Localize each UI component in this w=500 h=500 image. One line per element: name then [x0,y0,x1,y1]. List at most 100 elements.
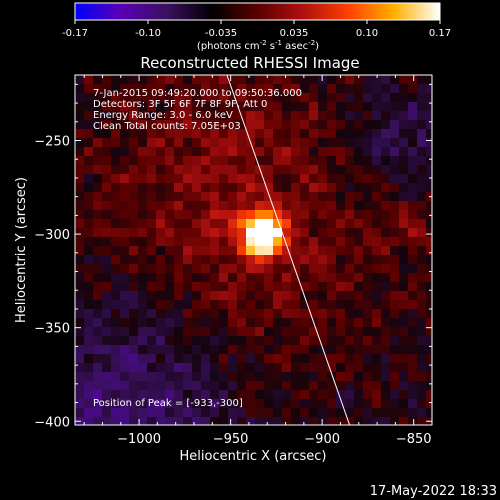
heatmap-cell [345,165,355,175]
heatmap-cell [426,309,432,319]
heatmap-cell [381,291,391,301]
heatmap-cell [390,201,400,211]
heatmap-cell [84,174,94,184]
heatmap-cell [282,264,292,274]
heatmap-cell [192,246,202,256]
heatmap-cell [399,237,409,247]
heatmap-cell [390,120,400,130]
heatmap-cell [417,381,427,391]
heatmap-cell [273,390,283,400]
heatmap-cell [129,156,139,166]
heatmap-cell [93,192,103,202]
heatmap-cell [93,183,103,193]
heatmap-cell [336,129,346,139]
heatmap-cell [300,147,310,157]
heatmap-cell [408,372,418,382]
heatmap-cell [291,318,301,328]
heatmap-cell [255,345,265,355]
heatmap-cell [417,282,427,292]
heatmap-cell [264,417,274,425]
heatmap-cell [192,192,202,202]
heatmap-cell [291,156,301,166]
heatmap-cell [93,408,103,418]
heatmap-cell [201,363,211,373]
heatmap-cell [291,201,301,211]
heatmap-cell [354,138,364,148]
heatmap-cell [363,228,373,238]
heatmap-cell [237,183,247,193]
heatmap-cell [138,102,148,112]
heatmap-cell [174,381,184,391]
heatmap-cell [363,282,373,292]
heatmap-cell [264,336,274,346]
heatmap-cell [363,354,373,364]
heatmap-cell [129,237,139,247]
heatmap-cell [426,246,432,256]
heatmap-cell [417,390,427,400]
heatmap-cell [228,273,238,283]
heatmap-cell [237,417,247,425]
heatmap-cell [219,264,229,274]
heatmap-cell [300,264,310,274]
heatmap-cell [156,282,166,292]
heatmap-cell [372,156,382,166]
heatmap-cell [147,417,157,425]
heatmap-cell [246,381,256,391]
heatmap-cell [264,408,274,418]
heatmap-cell [318,318,328,328]
heatmap-cell [264,246,274,256]
heatmap-cell [327,273,337,283]
heatmap-cell [138,192,148,202]
heatmap-cell [255,291,265,301]
heatmap-cell [210,291,220,301]
heatmap-cell [255,129,265,139]
heatmap-cell [363,219,373,229]
heatmap-cell [417,300,427,310]
heatmap-cell [147,111,157,121]
heatmap-cell [291,219,301,229]
heatmap-cell [120,219,130,229]
heatmap-cell [336,210,346,220]
heatmap-cell [147,318,157,328]
heatmap-cell [138,156,148,166]
heatmap-cell [426,282,432,292]
heatmap-cell [174,93,184,103]
heatmap-cell [255,138,265,148]
heatmap-cell [309,102,319,112]
heatmap-cell [309,237,319,247]
heatmap-cell [156,246,166,256]
heatmap-cell [354,354,364,364]
heatmap-cell [345,336,355,346]
heatmap-cell [399,201,409,211]
heatmap-cell [165,291,175,301]
heatmap-cell [282,309,292,319]
heatmap-cell [273,300,283,310]
heatmap-cell [120,228,130,238]
heatmap-cell [399,111,409,121]
heatmap-cell [174,120,184,130]
heatmap-cell [111,201,121,211]
heatmap-cell [165,219,175,229]
heatmap-cell [381,327,391,337]
heatmap-cell [309,300,319,310]
heatmap-cell [192,255,202,265]
heatmap-cell [399,102,409,112]
heatmap-cell [102,237,112,247]
heatmap-cell [336,300,346,310]
heatmap-cell [336,201,346,211]
heatmap-cell [120,120,130,130]
heatmap-cell [165,345,175,355]
heatmap-cell [237,75,247,85]
heatmap-cell [93,264,103,274]
heatmap-cell [291,372,301,382]
heatmap-cell [156,174,166,184]
heatmap-cell [354,291,364,301]
heatmap-cell [129,408,139,418]
heatmap-cell [174,264,184,274]
heatmap-cell [102,345,112,355]
heatmap-cell [147,309,157,319]
heatmap-cell [336,147,346,157]
heatmap-cell [408,237,418,247]
heatmap-cell [75,174,85,184]
heatmap-cell [264,219,274,229]
